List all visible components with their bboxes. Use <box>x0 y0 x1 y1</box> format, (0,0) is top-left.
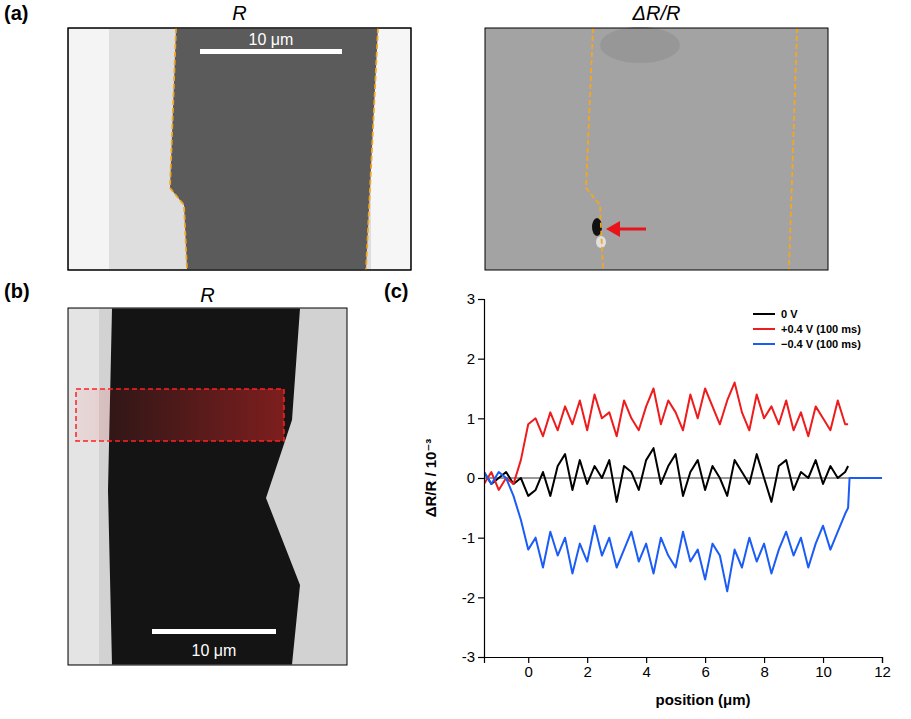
panel-label: (a) <box>4 2 28 24</box>
tick-label: 2 <box>584 663 592 680</box>
data-line <box>484 472 882 591</box>
image-title: R <box>232 2 246 24</box>
flake <box>108 309 300 665</box>
tick-label: 3 <box>467 290 475 307</box>
image-title: R <box>200 284 214 306</box>
edge-outline <box>789 28 797 270</box>
tick-label: -3 <box>462 648 475 665</box>
tick: 12 <box>874 657 891 680</box>
x-axis-title: position (μm) <box>656 691 751 708</box>
tick: 6 <box>701 657 709 680</box>
arrow <box>618 228 646 231</box>
tick: 2 <box>584 657 592 680</box>
legend-label: +0.4 V (100 ms) <box>781 323 861 335</box>
tick-mark <box>478 597 484 598</box>
tick: 1 <box>467 410 484 427</box>
scale-bar-label: 10 μm <box>249 31 294 48</box>
tick-label: 2 <box>467 350 475 367</box>
data-line <box>484 383 848 490</box>
flake <box>170 29 378 270</box>
y-axis-title: ΔR/R / 10⁻³ <box>422 439 439 518</box>
scale-bar-label: 10 μm <box>192 642 237 659</box>
image-title: ΔR/R <box>632 2 681 24</box>
profile-region <box>76 389 284 441</box>
axis-line <box>478 300 485 658</box>
tick-label: 8 <box>760 663 768 680</box>
tick-label: 0 <box>467 469 475 486</box>
tick-label: 6 <box>701 663 709 680</box>
edge-outline <box>366 28 378 270</box>
image-shade <box>600 27 680 63</box>
tick: 0 <box>467 469 484 486</box>
edge-outline <box>586 28 603 270</box>
image-background <box>68 308 347 665</box>
tick-mark <box>478 359 484 360</box>
x-axis: 0 2 4 6 8 10 12 <box>485 657 891 680</box>
image-frame <box>68 28 411 270</box>
legend-label: −0.4 V (100 ms) <box>781 338 861 350</box>
tick: 10 <box>815 657 832 680</box>
edge-outline <box>170 28 187 270</box>
data-line <box>484 448 848 502</box>
legend: 0 V +0.4 V (100 ms) −0.4 V (100 ms) <box>753 308 861 350</box>
panel-label: (c) <box>384 280 408 302</box>
tick-label: 12 <box>874 663 891 680</box>
tick: 4 <box>642 657 650 680</box>
tick-label: 4 <box>642 663 650 680</box>
tick-label: 0 <box>525 663 533 680</box>
tick-mark <box>478 418 484 419</box>
tick-mark <box>478 538 484 539</box>
panel-label: (b) <box>4 280 30 302</box>
figure: (a)R10 μmΔR/R(b)10 μmR(c)024681012-3-2-1… <box>0 0 911 719</box>
image-frame <box>485 28 828 270</box>
tick: 2 <box>467 350 484 367</box>
tick-mark <box>478 299 484 300</box>
legend-swatch <box>753 343 775 345</box>
tick: 0 <box>525 657 533 680</box>
image-frame <box>68 308 347 665</box>
tick-label: -1 <box>462 529 475 546</box>
arrow-head <box>606 221 620 237</box>
image-highlight <box>69 309 99 664</box>
legend-swatch <box>753 328 775 330</box>
tick-mark <box>478 478 484 479</box>
image-background <box>68 28 411 270</box>
scale-bar <box>200 49 342 54</box>
plot-area <box>484 383 882 592</box>
tick: -3 <box>462 648 484 665</box>
image-highlight <box>371 29 410 269</box>
tick: -1 <box>462 529 484 546</box>
legend-swatch <box>753 313 775 315</box>
tick: 3 <box>467 290 484 307</box>
image-highlight <box>69 29 109 269</box>
image-background <box>485 28 828 270</box>
tick: 8 <box>760 657 768 680</box>
tick: -2 <box>462 589 484 606</box>
tick-label: -2 <box>462 589 475 606</box>
tick-label: 1 <box>467 410 475 427</box>
legend-label: 0 V <box>781 308 798 320</box>
tick-label: 10 <box>815 663 832 680</box>
tick-mark <box>478 657 484 658</box>
scale-bar <box>152 629 276 634</box>
y-axis: -3 -2 -1 0 1 2 3 <box>462 290 485 665</box>
